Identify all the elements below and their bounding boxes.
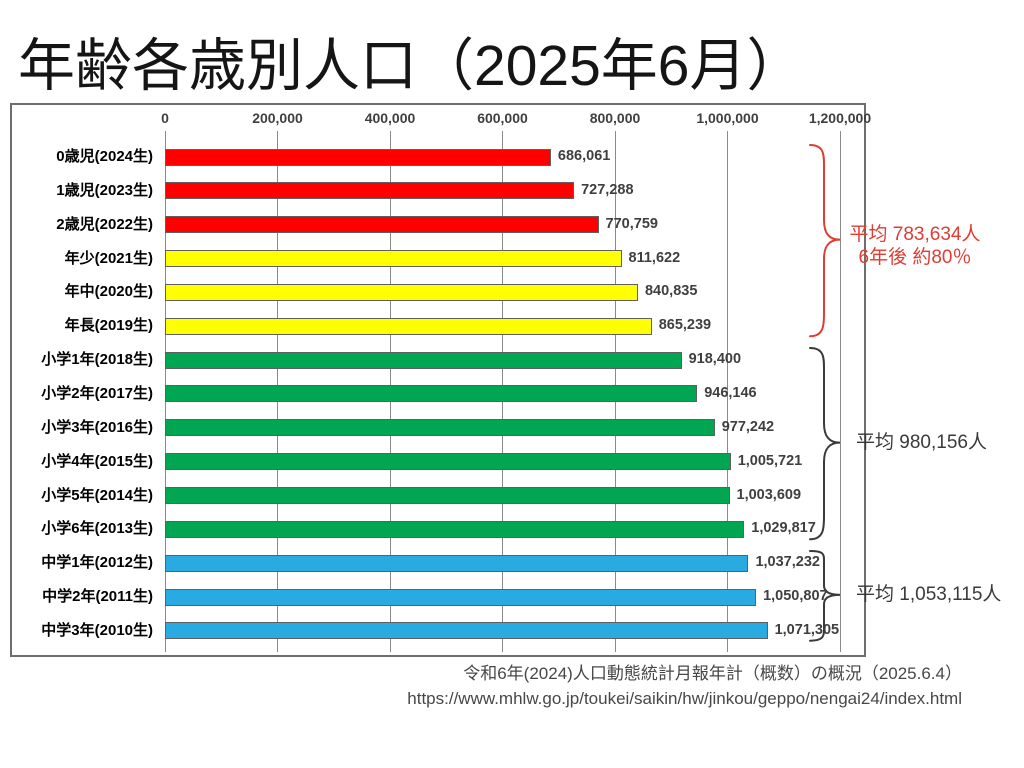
annotation-text: 平均 980,156人 bbox=[856, 431, 987, 454]
bar bbox=[165, 283, 638, 301]
brace bbox=[809, 144, 841, 338]
bar bbox=[165, 520, 745, 538]
category-label: 小学1年(2018生) bbox=[41, 351, 153, 369]
value-label: 686,061 bbox=[557, 148, 611, 164]
bar bbox=[165, 554, 749, 572]
bar bbox=[165, 453, 731, 471]
axis-tick-label: 400,000 bbox=[364, 110, 416, 126]
category-label: 中学2年(2011生) bbox=[42, 588, 153, 606]
category-label: 小学6年(2013生) bbox=[41, 520, 153, 538]
category-label: 小学3年(2016生) bbox=[41, 418, 153, 436]
value-label: 770,759 bbox=[605, 215, 658, 232]
axis-tick-label: 1,000,000 bbox=[696, 110, 759, 126]
annotation-text: 平均 783,634人 6年後 約80％ bbox=[824, 223, 1006, 269]
value-label: 918,400 bbox=[688, 351, 742, 368]
bar bbox=[165, 487, 730, 505]
category-label: 年長(2019生) bbox=[64, 317, 153, 335]
source-url: https://www.mhlw.go.jp/toukei/saikin/hw/… bbox=[407, 689, 962, 708]
value-label: 727,288 bbox=[581, 181, 634, 198]
source-line: 令和6年(2024)人口動態統計月報年計（概数）の概況（2025.6.4） bbox=[463, 664, 962, 683]
gridline bbox=[727, 131, 728, 652]
axis-tick-label: 1,200,000 bbox=[808, 110, 872, 126]
axis-tick-label: 0 bbox=[161, 110, 169, 126]
axis-tick-label: 200,000 bbox=[252, 110, 303, 126]
bar bbox=[165, 419, 715, 437]
bar bbox=[165, 216, 599, 234]
category-label: 2歳児(2022生) bbox=[56, 215, 153, 233]
category-label: 小学2年(2017生) bbox=[41, 384, 153, 402]
bar bbox=[165, 622, 768, 640]
bar bbox=[165, 250, 622, 268]
axis-tick-label: 600,000 bbox=[477, 110, 528, 126]
annotation-text: 平均 1,053,115人 bbox=[856, 583, 1001, 606]
category-label: 1歳児(2023生) bbox=[56, 181, 153, 199]
annotation-line: 平均 1,053,115人 bbox=[856, 584, 1002, 606]
value-label: 865,239 bbox=[658, 317, 712, 334]
category-label: 中学3年(2010生) bbox=[41, 621, 153, 639]
annotation-line: 平均 783,634人 bbox=[849, 223, 981, 245]
annotation-line: 6年後 約80％ bbox=[858, 246, 972, 268]
value-label: 1,005,721 bbox=[737, 452, 803, 469]
category-label: 0歳児(2024生) bbox=[56, 148, 153, 165]
annotation-line: 平均 980,156人 bbox=[856, 431, 987, 453]
category-label: 小学4年(2015生) bbox=[41, 452, 153, 470]
gridline bbox=[839, 131, 841, 652]
source-note: 令和6年(2024)人口動態統計月報年計（概数）の概況（2025.6.4） ht… bbox=[407, 661, 962, 711]
bar bbox=[165, 588, 757, 606]
category-label: 年少(2021生) bbox=[64, 249, 153, 267]
value-label: 1,003,609 bbox=[736, 486, 802, 503]
value-label: 1,050,807 bbox=[763, 588, 828, 605]
value-label: 811,622 bbox=[628, 249, 681, 266]
brace bbox=[809, 550, 841, 642]
value-label: 1,037,232 bbox=[755, 554, 820, 571]
bar bbox=[165, 148, 551, 166]
value-label: 840,835 bbox=[644, 283, 698, 300]
axis-tick-label: 800,000 bbox=[589, 110, 641, 126]
bar bbox=[165, 317, 652, 335]
page-title: 年齢各歳別人口（2025年6月） bbox=[18, 34, 804, 98]
category-label: 年中(2020生) bbox=[64, 283, 153, 301]
category-label: 小学5年(2014生) bbox=[41, 486, 153, 504]
brace bbox=[809, 347, 841, 541]
bar bbox=[165, 182, 575, 200]
value-label: 946,146 bbox=[704, 384, 757, 401]
value-label: 977,242 bbox=[721, 418, 775, 435]
category-label: 中学1年(2012生) bbox=[41, 554, 153, 572]
value-label: 1,029,817 bbox=[751, 520, 816, 537]
chart-figure: 0 200,000 400,000 600,000 800,000 1,000,000 1,… bbox=[10, 103, 871, 657]
bar bbox=[165, 351, 682, 369]
bar bbox=[165, 385, 698, 403]
